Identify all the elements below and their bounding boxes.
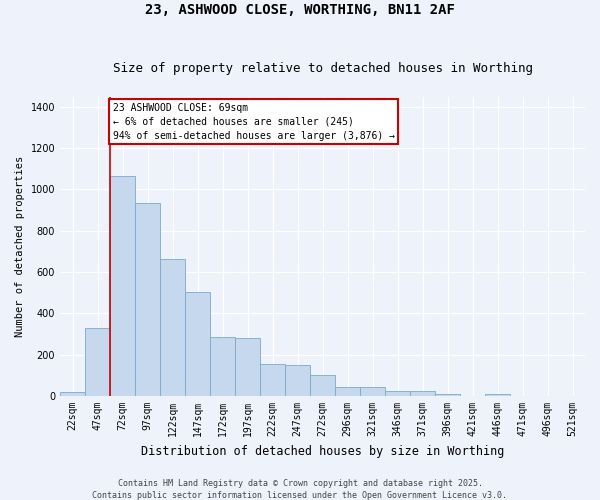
Bar <box>85 328 110 396</box>
Bar <box>160 258 185 396</box>
Title: Size of property relative to detached houses in Worthing: Size of property relative to detached ho… <box>113 62 533 74</box>
Bar <box>260 364 285 396</box>
Bar <box>285 365 310 396</box>
Text: Contains HM Land Registry data © Crown copyright and database right 2025.
Contai: Contains HM Land Registry data © Crown c… <box>92 478 508 500</box>
Bar <box>435 394 460 396</box>
Bar <box>310 376 335 396</box>
Bar <box>210 337 235 396</box>
Text: 23, ASHWOOD CLOSE, WORTHING, BN11 2AF: 23, ASHWOOD CLOSE, WORTHING, BN11 2AF <box>145 2 455 16</box>
Bar <box>485 394 510 396</box>
Bar <box>185 292 210 396</box>
Bar <box>360 387 385 396</box>
Y-axis label: Number of detached properties: Number of detached properties <box>15 156 25 337</box>
Text: 23 ASHWOOD CLOSE: 69sqm
← 6% of detached houses are smaller (245)
94% of semi-de: 23 ASHWOOD CLOSE: 69sqm ← 6% of detached… <box>113 102 395 141</box>
Bar <box>235 338 260 396</box>
Bar <box>410 391 435 396</box>
Bar <box>110 176 135 396</box>
X-axis label: Distribution of detached houses by size in Worthing: Distribution of detached houses by size … <box>141 444 504 458</box>
Bar <box>135 203 160 396</box>
Bar <box>335 387 360 396</box>
Bar <box>60 392 85 396</box>
Bar <box>385 391 410 396</box>
